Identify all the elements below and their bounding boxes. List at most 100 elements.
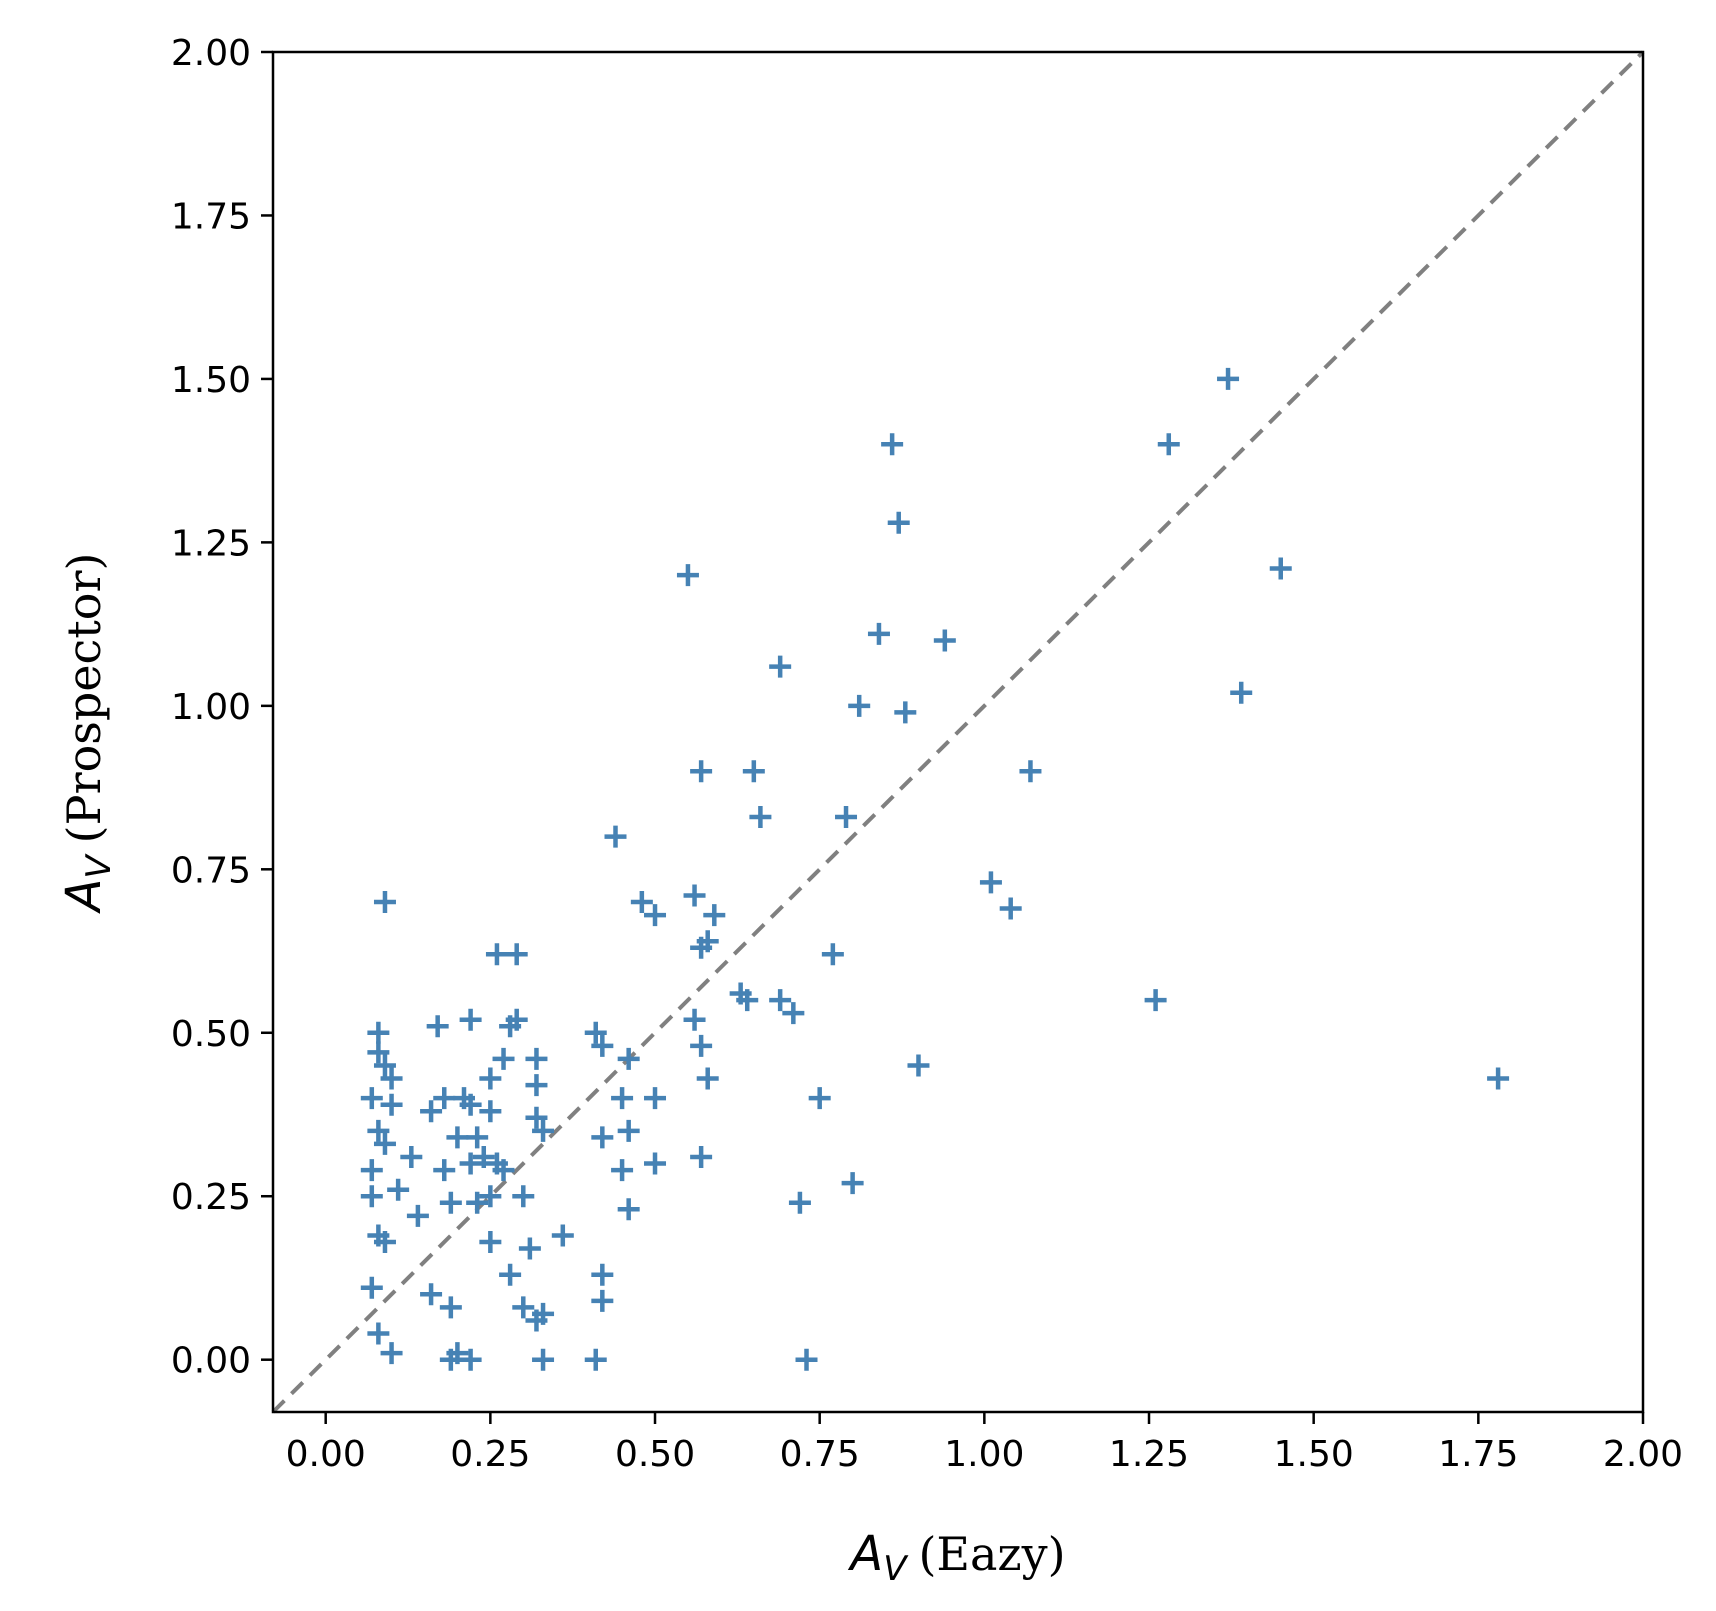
data-point xyxy=(795,1348,818,1371)
data-point xyxy=(1230,681,1253,704)
x-tick-label: 0.75 xyxy=(780,1434,860,1475)
data-point xyxy=(367,1041,390,1064)
data-point xyxy=(611,1087,634,1110)
data-point xyxy=(1019,760,1042,783)
data-point xyxy=(683,884,706,907)
y-tick-label: 0.25 xyxy=(171,1177,251,1218)
data-point xyxy=(380,1093,403,1116)
data-point xyxy=(676,564,699,587)
data-point xyxy=(591,1034,614,1057)
plot-frame xyxy=(271,50,1645,1414)
data-point xyxy=(367,1119,390,1142)
data-point xyxy=(532,1119,555,1142)
data-point xyxy=(446,1342,469,1365)
data-point xyxy=(459,1008,482,1031)
data-point xyxy=(525,1106,548,1129)
data-point xyxy=(703,904,726,927)
y-axis-title-text: (Prospector) xyxy=(57,553,111,844)
data-point xyxy=(769,989,792,1012)
data-point xyxy=(841,1172,864,1195)
data-point xyxy=(617,1119,640,1142)
data-point xyxy=(499,1263,522,1286)
x-axis: 0.00 0.25 0.50 0.75 1.00 1.25 1.50 1.75 2.00 xyxy=(286,1412,1683,1475)
x-tick-label: 2.00 xyxy=(1603,1434,1683,1475)
x-axis-title: AV (Eazy) xyxy=(847,1526,1065,1589)
data-point xyxy=(617,1198,640,1221)
data-point xyxy=(380,1342,403,1365)
data-point xyxy=(591,1126,614,1149)
data-point xyxy=(1144,989,1167,1012)
data-point xyxy=(1487,1067,1510,1090)
data-point xyxy=(360,1276,383,1299)
points-layer xyxy=(360,367,1510,1371)
data-point xyxy=(1217,367,1240,390)
data-point xyxy=(532,1348,555,1371)
data-point xyxy=(459,1348,482,1371)
data-point xyxy=(466,1126,489,1149)
x-axis-title-symbol: A xyxy=(847,1526,883,1582)
data-point xyxy=(894,701,917,724)
data-point xyxy=(551,1224,574,1247)
data-point xyxy=(644,904,667,927)
data-point xyxy=(696,930,719,953)
data-point xyxy=(373,1132,396,1155)
data-point xyxy=(433,1087,456,1110)
data-point xyxy=(611,1159,634,1182)
x-tick-label: 1.00 xyxy=(944,1434,1024,1475)
data-point xyxy=(360,1159,383,1182)
data-point xyxy=(512,1185,535,1208)
data-point xyxy=(360,1087,383,1110)
x-axis-title-subscript: V xyxy=(883,1549,909,1589)
y-tick-label: 2.00 xyxy=(171,33,251,74)
data-point xyxy=(479,1231,502,1253)
y-tick-label: 1.75 xyxy=(171,196,251,237)
data-point xyxy=(367,1021,390,1044)
data-point xyxy=(979,871,1002,894)
data-point xyxy=(373,1054,396,1077)
data-point xyxy=(472,1146,495,1168)
data-point xyxy=(420,1283,443,1306)
data-point xyxy=(696,1067,719,1090)
data-point xyxy=(439,1191,462,1214)
y-tick-label: 0.50 xyxy=(171,1014,251,1055)
y-tick-label: 0.00 xyxy=(171,1341,251,1382)
data-point xyxy=(525,1047,548,1070)
data-point xyxy=(644,1152,667,1175)
data-point xyxy=(485,943,508,966)
data-point xyxy=(887,511,910,534)
data-point xyxy=(479,1100,502,1123)
data-point xyxy=(690,760,713,783)
data-point xyxy=(867,622,890,645)
y-axis-title-subscript: V xyxy=(79,853,119,879)
data-point xyxy=(617,1047,640,1070)
data-point xyxy=(881,433,904,456)
data-point xyxy=(907,1054,930,1077)
data-point xyxy=(459,1152,482,1175)
data-point xyxy=(373,1231,396,1253)
data-point xyxy=(439,1296,462,1319)
data-point xyxy=(380,1067,403,1090)
reference-layer xyxy=(271,50,1645,1414)
data-point xyxy=(525,1074,548,1097)
data-point xyxy=(690,1034,713,1057)
y-tick-label: 1.50 xyxy=(171,360,251,401)
data-point xyxy=(821,943,844,966)
reference-line-y-equals-x xyxy=(271,50,1645,1414)
data-point xyxy=(426,1015,449,1038)
y-axis-title: AV (Prospector) xyxy=(56,553,119,915)
data-point xyxy=(492,1047,515,1070)
data-point xyxy=(584,1348,607,1371)
data-point xyxy=(591,1263,614,1286)
data-point xyxy=(999,897,1022,920)
data-point xyxy=(373,891,396,913)
data-point xyxy=(591,1289,614,1312)
data-point xyxy=(459,1093,482,1116)
data-point xyxy=(492,1159,515,1182)
x-tick-label: 1.50 xyxy=(1274,1434,1354,1475)
y-tick-label: 0.75 xyxy=(171,850,251,891)
x-tick-label: 0.50 xyxy=(615,1434,695,1475)
data-point xyxy=(604,825,627,848)
data-point xyxy=(532,1302,555,1325)
data-point xyxy=(644,1087,667,1110)
